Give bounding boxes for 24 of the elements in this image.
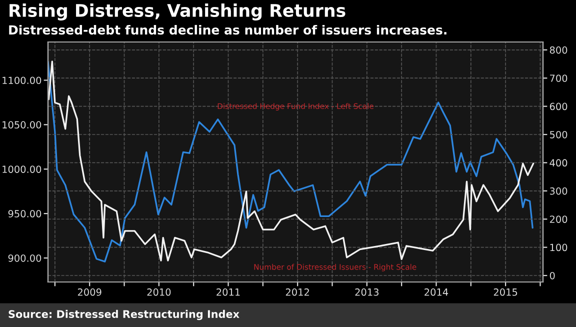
y2-tick-label: 400 <box>550 159 568 167</box>
y-tick-label: 1000.00 <box>2 166 42 173</box>
x-tick-label: 2011 <box>216 288 240 296</box>
y2-tick-label: 100 <box>550 244 568 252</box>
x-tick-label: 2009 <box>78 288 102 296</box>
y2-tick-label: 300 <box>550 187 568 195</box>
source-note: Source: Distressed Restructuring Index <box>8 310 240 320</box>
chart-title: Rising Distress, Vanishing Returns <box>10 4 346 20</box>
y-tick-label: 950.00 <box>8 210 42 218</box>
y2-tick-label: 800 <box>550 46 568 54</box>
y2-tick-label: 700 <box>550 74 568 82</box>
x-tick-label: 2010 <box>147 288 171 296</box>
y-tick-label: 1100.00 <box>2 76 42 84</box>
y2-tick-label: 500 <box>550 130 568 138</box>
y2-tick-label: 200 <box>550 216 568 223</box>
x-tick-label: 2012 <box>286 288 309 296</box>
x-tick-label: 2015 <box>494 288 518 296</box>
x-tick-label: 2014 <box>424 288 448 296</box>
y2-tick-label: 0 <box>550 272 555 280</box>
chart-subtitle: Distressed-debt funds decline as number of issuers increases. <box>9 24 446 35</box>
y-tick-label: 900.00 <box>8 254 42 262</box>
y-tick-label: 1050.00 <box>2 121 42 128</box>
x-tick-label: 2013 <box>355 288 378 296</box>
y2-tick-label: 600 <box>550 102 568 110</box>
